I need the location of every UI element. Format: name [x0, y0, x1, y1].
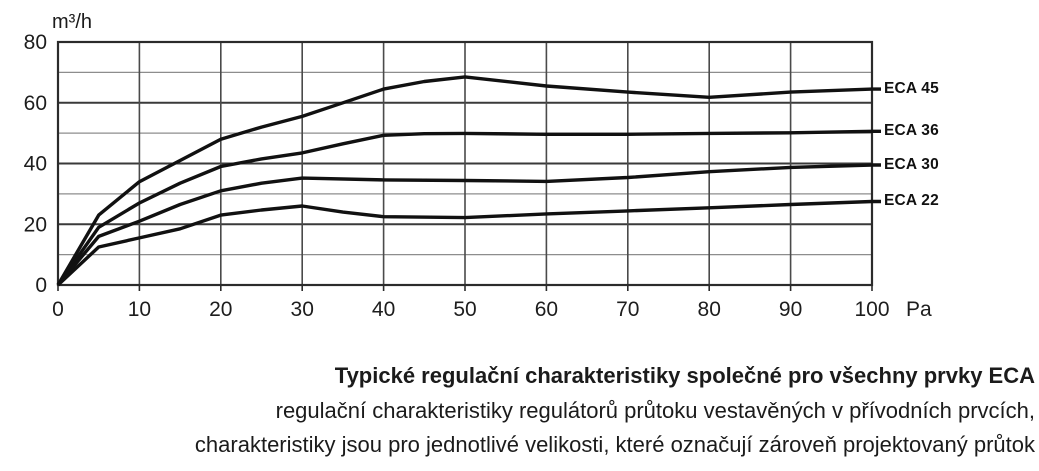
- y-tick-label: 40: [24, 153, 47, 176]
- x-tick-label: 30: [291, 298, 314, 321]
- x-tick-label: 20: [209, 298, 232, 321]
- y-tick-label: 0: [35, 274, 47, 297]
- caption-subtitle-2: charakteristiky jsou pro jednotlivé veli…: [194, 432, 1035, 458]
- caption: Typické regulační charakteristiky společ…: [0, 359, 1035, 463]
- y-axis-unit-label: m³/h: [52, 11, 92, 33]
- curve-eca-22: [56, 199, 881, 287]
- x-tick-label: 70: [616, 298, 639, 321]
- caption-subtitle-1: regulační charakteristiky regulátorů prů…: [275, 397, 1035, 423]
- curve-eca-36: [56, 129, 881, 286]
- flow-characteristics-chart: 0 10 20 30 40 50 60 70 80 90 100 0 20 40 60 80 Pa: [24, 31, 932, 321]
- y-tick-label: 80: [24, 31, 47, 54]
- caption-title: Typické regulační charakteristiky společ…: [334, 363, 1035, 388]
- curve-eca-30: [56, 163, 881, 287]
- x-tick-label: 90: [779, 298, 802, 321]
- x-tick-label: 40: [372, 298, 395, 321]
- x-tick-label: 60: [535, 298, 558, 321]
- curve-eca-45: [56, 75, 881, 286]
- x-axis-unit-label: Pa: [906, 298, 932, 321]
- y-tick-label: 60: [24, 92, 47, 115]
- x-tick-label: 100: [854, 298, 889, 321]
- x-tick-label: 10: [128, 298, 151, 321]
- y-tick-label: 20: [24, 213, 47, 236]
- x-tick-label: 0: [52, 298, 64, 321]
- x-tick-label: 80: [698, 298, 721, 321]
- x-tick-label: 50: [453, 298, 476, 321]
